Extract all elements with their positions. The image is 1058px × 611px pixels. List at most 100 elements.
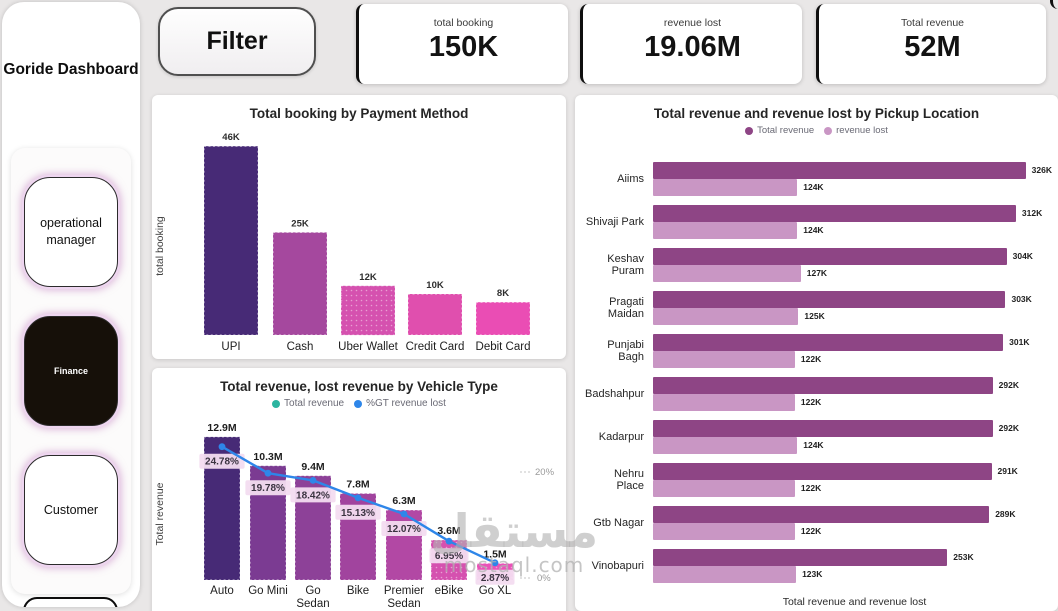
- revenue-lost-bar[interactable]: [653, 264, 801, 282]
- nav-button-customer[interactable]: Customer: [24, 455, 118, 565]
- pickup-bar-group: 304K 127K: [653, 247, 1052, 282]
- bar-value-label: 124K: [803, 182, 824, 192]
- pickup-chart-legend: Total revenue revenue lost: [575, 125, 1058, 136]
- svg-text:20%: 20%: [535, 467, 555, 478]
- bar-category-label: Go Mini: [248, 585, 288, 597]
- line-value-pill: [475, 569, 515, 585]
- revenue-lost-bar[interactable]: [653, 479, 795, 497]
- bar-cash[interactable]: [272, 231, 328, 336]
- revenue-lost-bar[interactable]: [653, 221, 798, 239]
- kpi-label: Total revenue: [900, 17, 965, 29]
- line-value-pill: [199, 453, 245, 469]
- bar-upi[interactable]: [203, 145, 259, 336]
- pickup-bar-group: 292K 124K: [653, 419, 1052, 454]
- pickup-row-pragati-maidan: Pragati Maidan 303K 125K: [585, 286, 1052, 329]
- line-marker-premier-sedan[interactable]: [400, 510, 408, 518]
- category-label: Nehru Place: [614, 467, 644, 492]
- line-value-pill: [335, 504, 381, 520]
- legend-dot-icon: [354, 399, 363, 408]
- bar-value-label: 3.6M: [437, 525, 461, 537]
- bar-category-label: Cash: [287, 341, 314, 353]
- line-value-label: 18.42%: [296, 490, 330, 501]
- sidebar: Goride Dashboard operational manager Fin…: [2, 2, 140, 607]
- nav-button-finance[interactable]: Finance: [24, 316, 118, 426]
- vehicle-chart-legend: Total revenue %GT revenue lost: [152, 398, 566, 409]
- pickup-bar-group: 289K 122K: [653, 505, 1052, 540]
- sidebar-nav-panel: operational manager Finance Customer: [11, 148, 131, 594]
- bar-category-label: Uber Wallet: [338, 341, 398, 353]
- bar-value-label: 46K: [222, 132, 240, 143]
- revenue-lost-bar[interactable]: [653, 350, 795, 368]
- line-value-label: 24.78%: [205, 457, 239, 468]
- revenue-lost-bar[interactable]: [653, 178, 798, 196]
- bar-value-label: 9.4M: [301, 461, 325, 473]
- category-label: Badshahpur: [585, 387, 645, 400]
- line-value-pill: [381, 521, 427, 536]
- pickup-bar-group: 253K 123K: [653, 548, 1052, 583]
- bar-category-label: Sedan: [296, 598, 329, 610]
- bar-debit-card[interactable]: [475, 301, 531, 336]
- total-revenue-bar[interactable]: [653, 333, 1004, 351]
- total-revenue-bar[interactable]: [653, 376, 993, 394]
- bar-value-label: 10.3M: [253, 451, 282, 463]
- pickup-row-punjabi-bagh: Punjabi Bagh 301K 122K: [585, 329, 1052, 372]
- pickup-row-kadarpur: Kadarpur 292K 124K: [585, 415, 1052, 458]
- pickup-row-gtb-nagar: Gtb Nagar 289K 122K: [585, 501, 1052, 544]
- kpi-label: revenue lost: [663, 17, 722, 29]
- line-value-pill: [245, 480, 291, 496]
- line-marker-bike[interactable]: [354, 494, 362, 502]
- category-label: Gtb Nagar: [593, 516, 644, 529]
- legend-item: Total revenue: [745, 125, 814, 136]
- total-revenue-bar[interactable]: [653, 505, 990, 523]
- line-marker-ebike[interactable]: [445, 537, 453, 545]
- category-label: Aiims: [617, 172, 644, 185]
- revenue-lost-bar[interactable]: [653, 522, 795, 540]
- bar-value-label: 10K: [426, 280, 444, 291]
- bar-value-label: 7.8M: [346, 479, 370, 491]
- nav-button-label: Customer: [43, 502, 99, 517]
- payment-chart-svg: 46K UPI 25K Cash 12K Uber Wallet 10K Credit Car…: [203, 132, 531, 353]
- total-revenue-bar[interactable]: [653, 204, 1016, 222]
- bar-category-label: Bike: [347, 585, 369, 597]
- revenue-lost-bar[interactable]: [653, 436, 798, 454]
- revenue-lost-bar[interactable]: [653, 393, 795, 411]
- pickup-bar-group: 291K 122K: [653, 462, 1052, 497]
- line-marker-go-xl[interactable]: [491, 559, 499, 567]
- bar-category-label: Credit Card: [406, 341, 465, 353]
- nav-button-operational-manager[interactable]: operational manager: [24, 177, 118, 287]
- bar-value-label: 292K: [998, 423, 1019, 433]
- pickup-bar-group: 301K 122K: [653, 333, 1052, 368]
- kpi-card-total-revenue: Total revenue 52M: [816, 4, 1046, 84]
- bar-value-label: 291K: [997, 466, 1018, 476]
- total-revenue-bar[interactable]: [653, 548, 948, 566]
- revenue-lost-bar[interactable]: [653, 565, 797, 583]
- partial-nav-button[interactable]: [23, 597, 118, 607]
- bar-value-label: 292K: [998, 380, 1019, 390]
- bar-credit-card[interactable]: [407, 293, 463, 336]
- category-label: Pragati Maidan: [607, 295, 644, 320]
- line-marker-go-sedan[interactable]: [309, 477, 317, 484]
- total-revenue-bar[interactable]: [653, 247, 1007, 265]
- nav-button-label: operational manager: [40, 216, 102, 247]
- bar-value-label: 303K: [1011, 294, 1032, 304]
- kpi-label: total booking: [433, 17, 494, 29]
- bar-category-label: Go: [305, 585, 320, 597]
- filter-button-label: Filter: [206, 27, 268, 55]
- line-marker-go-mini[interactable]: [264, 469, 272, 477]
- total-revenue-bar[interactable]: [653, 419, 993, 437]
- category-label: Punjabi Bagh: [607, 338, 644, 363]
- total-revenue-bar[interactable]: [653, 290, 1006, 308]
- line-value-label: 15.13%: [341, 508, 375, 519]
- line-value-label: 6.95%: [435, 551, 463, 562]
- pickup-chart-rows: Aiims 326K 124K Shivaji Park 312K 124K Keshav …: [585, 157, 1052, 587]
- bar-value-label: 301K: [1009, 337, 1030, 347]
- line-marker-auto[interactable]: [218, 443, 226, 451]
- total-revenue-bar[interactable]: [653, 161, 1026, 179]
- pickup-row-keshav-puram: Keshav Puram 304K 127K: [585, 243, 1052, 286]
- total-revenue-bar[interactable]: [653, 462, 992, 480]
- revenue-lost-bar[interactable]: [653, 307, 799, 325]
- filter-button[interactable]: Filter: [158, 7, 316, 76]
- bar-category-label: UPI: [221, 341, 240, 353]
- kpi-value: 150K: [428, 31, 499, 63]
